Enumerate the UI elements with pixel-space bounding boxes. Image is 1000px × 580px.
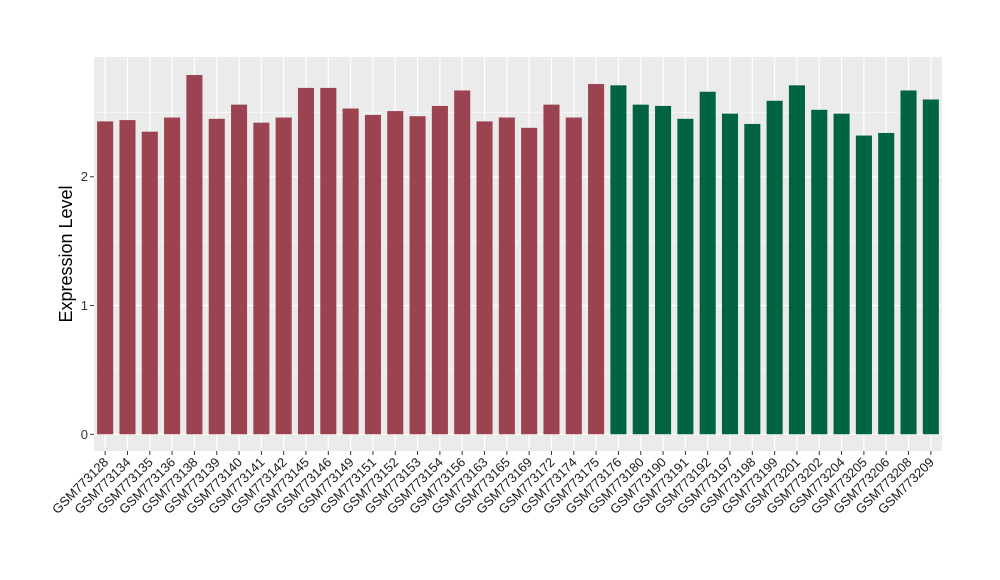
bar-GSM773138 bbox=[186, 75, 203, 435]
bar-GSM773169 bbox=[521, 127, 538, 435]
bar-GSM773180 bbox=[632, 104, 649, 435]
bar-GSM773205 bbox=[855, 135, 872, 435]
bar-GSM773190 bbox=[655, 105, 672, 435]
bar-GSM773202 bbox=[811, 109, 828, 435]
bar-GSM773197 bbox=[721, 113, 739, 435]
bar-GSM773140 bbox=[231, 104, 248, 435]
bar-GSM773136 bbox=[164, 117, 181, 435]
y-tick-label: 2 bbox=[81, 169, 88, 184]
bar-GSM773134 bbox=[119, 120, 136, 435]
bar-GSM773146 bbox=[320, 87, 337, 435]
bar-GSM773175 bbox=[588, 84, 605, 435]
y-tick-label: 1 bbox=[81, 298, 88, 313]
bar-GSM773204 bbox=[833, 113, 850, 435]
y-tick-label: 0 bbox=[81, 427, 88, 442]
bar-GSM773145 bbox=[297, 87, 315, 435]
bar-GSM773142 bbox=[275, 117, 292, 435]
bar-GSM773165 bbox=[498, 117, 515, 435]
bar-GSM773156 bbox=[454, 90, 471, 435]
bar-GSM773149 bbox=[342, 108, 359, 435]
bar-GSM773153 bbox=[409, 116, 426, 435]
bar-GSM773135 bbox=[141, 131, 158, 435]
y-axis-ticks: 0 1 2 bbox=[81, 169, 94, 442]
bar-GSM773141 bbox=[253, 122, 270, 435]
bar-GSM773209 bbox=[922, 99, 939, 435]
bar-GSM773201 bbox=[788, 85, 805, 435]
bar-GSM773206 bbox=[878, 132, 895, 435]
bar-GSM773174 bbox=[565, 117, 582, 435]
bar-GSM773152 bbox=[387, 111, 404, 435]
bars bbox=[97, 75, 939, 435]
bar-GSM773176 bbox=[610, 85, 627, 435]
bar-GSM773199 bbox=[766, 100, 783, 435]
y-axis-title: Expression Level bbox=[56, 185, 76, 322]
bar-GSM773163 bbox=[476, 121, 493, 435]
x-axis-ticks: GSM773128GSM773134GSM773135GSM773136GSM7… bbox=[49, 451, 937, 517]
bar-GSM773192 bbox=[699, 91, 716, 435]
bar-GSM773139 bbox=[208, 118, 225, 435]
bar-GSM773191 bbox=[677, 118, 694, 435]
bar-GSM773208 bbox=[900, 90, 917, 435]
bar-GSM773172 bbox=[543, 104, 560, 435]
bar-GSM773128 bbox=[97, 121, 114, 435]
bar-GSM773154 bbox=[431, 105, 448, 435]
bar-GSM773151 bbox=[364, 114, 381, 435]
bar-GSM773198 bbox=[744, 123, 761, 435]
